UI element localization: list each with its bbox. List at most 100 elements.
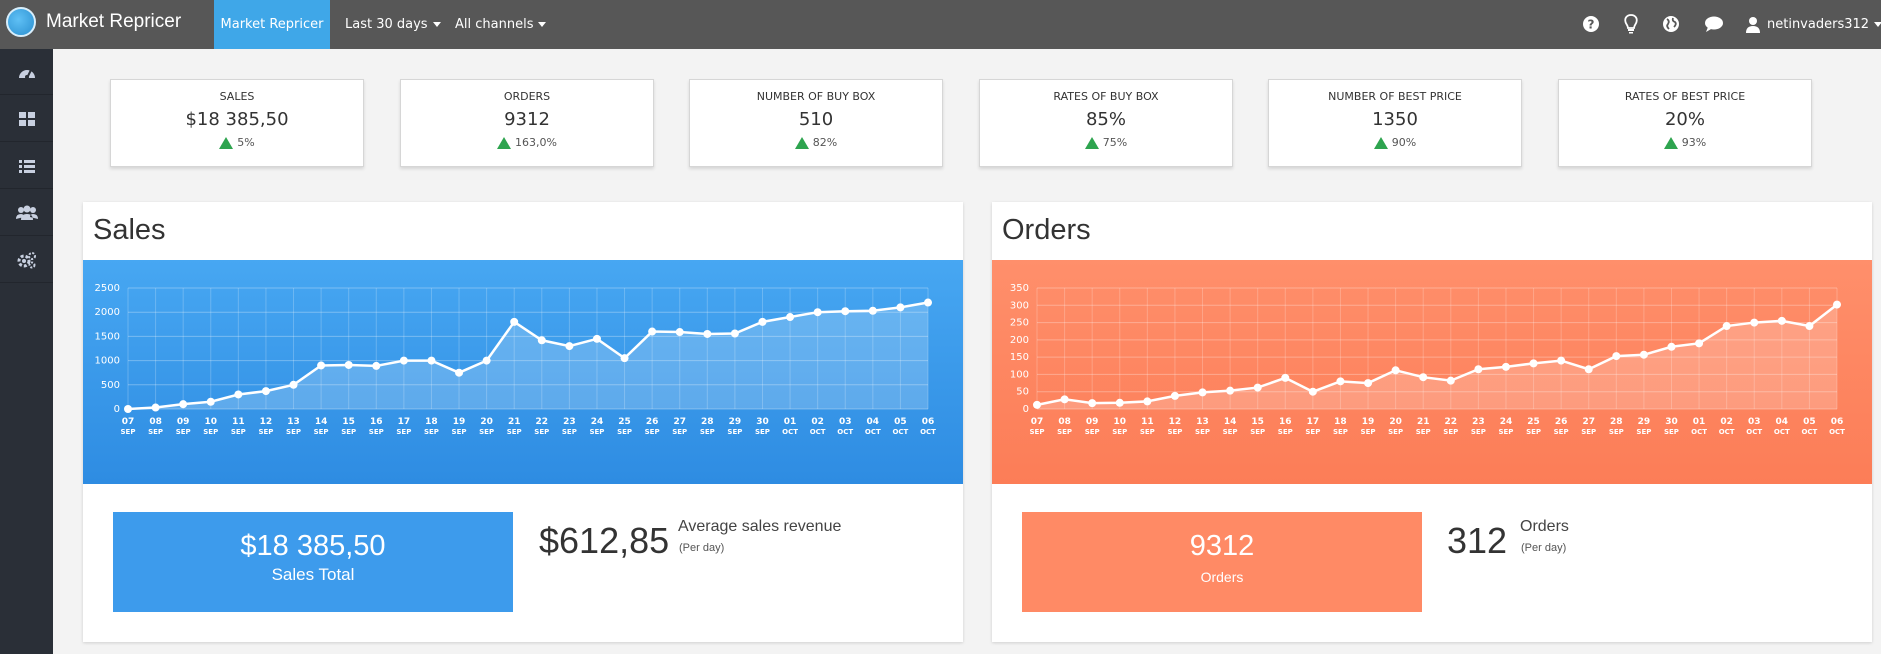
question-circle-icon[interactable]: ? <box>1580 13 1602 35</box>
x-tick-label: 23 <box>1472 417 1485 427</box>
x-tick-month: OCT <box>837 428 853 436</box>
x-tick-month: OCT <box>782 428 798 436</box>
kpi-change: 82% <box>690 136 942 149</box>
y-tick-label: 2500 <box>95 283 120 294</box>
kpi-change: 93% <box>1559 136 1811 149</box>
series-area <box>1037 304 1837 409</box>
sidebar-item-dashboard[interactable] <box>0 49 53 95</box>
x-tick-label: 28 <box>701 417 714 427</box>
x-tick-label: 20 <box>480 417 493 427</box>
kpi-rates-buy-box: RATES OF BUY BOX 85% 75% <box>979 79 1233 167</box>
data-point <box>289 380 298 389</box>
x-tick-month: SEP <box>1305 428 1320 436</box>
data-point <box>482 356 491 365</box>
sidebar-item-settings[interactable] <box>0 237 53 283</box>
period-dropdown[interactable]: Last 30 days <box>345 0 441 49</box>
panel-title: Orders <box>1002 214 1091 246</box>
data-point <box>1088 399 1097 408</box>
sidebar-item-grid[interactable] <box>0 96 53 142</box>
y-tick-label: 300 <box>1010 300 1029 311</box>
data-point <box>1170 391 1179 400</box>
x-tick-month: SEP <box>452 428 467 436</box>
brand[interactable]: Market Repricer <box>6 7 181 37</box>
x-tick-label: 13 <box>1196 417 1209 427</box>
x-tick-label: 16 <box>1279 417 1292 427</box>
y-tick-label: 150 <box>1010 352 1029 363</box>
orders-total-value: 9312 <box>1189 530 1255 562</box>
data-point <box>1833 300 1841 309</box>
x-tick-label: 28 <box>1610 417 1623 427</box>
data-point <box>1336 377 1345 386</box>
caret-down-icon <box>538 22 547 27</box>
x-tick-label: 17 <box>398 417 411 427</box>
arrow-up-icon <box>794 136 809 149</box>
x-tick-month: SEP <box>1609 428 1624 436</box>
x-tick-label: 20 <box>1389 417 1402 427</box>
x-tick-label: 10 <box>1113 417 1126 427</box>
lightbulb-icon[interactable] <box>1620 13 1642 35</box>
x-tick-month: SEP <box>1361 428 1376 436</box>
x-tick-month: SEP <box>1471 428 1486 436</box>
x-tick-month: SEP <box>479 428 494 436</box>
data-point <box>1805 322 1814 331</box>
kpi-label: NUMBER OF BEST PRICE <box>1328 90 1462 103</box>
data-point <box>234 390 243 399</box>
sales-total-box: $18 385,50 Sales Total <box>113 512 513 612</box>
x-tick-label: 22 <box>1445 417 1458 427</box>
x-tick-month: SEP <box>424 428 439 436</box>
x-tick-month: SEP <box>1388 428 1403 436</box>
x-tick-label: 01 <box>1693 417 1706 427</box>
data-point <box>924 298 932 307</box>
x-tick-month: SEP <box>369 428 384 436</box>
x-tick-label: 06 <box>1831 417 1844 427</box>
sidebar-item-list[interactable] <box>0 143 53 189</box>
x-tick-label: 24 <box>591 417 604 427</box>
x-tick-label: 29 <box>1638 417 1651 427</box>
kpi-change: 90% <box>1269 136 1521 149</box>
data-point <box>1033 400 1041 409</box>
data-point <box>317 361 326 370</box>
x-tick-month: OCT <box>920 428 936 436</box>
data-point <box>1143 397 1152 406</box>
channels-dropdown[interactable]: All channels <box>455 0 547 49</box>
x-tick-label: 27 <box>673 417 686 427</box>
arrow-up-icon <box>1373 136 1388 149</box>
x-tick-month: SEP <box>589 428 604 436</box>
x-tick-label: 05 <box>894 417 907 427</box>
x-tick-label: 25 <box>1527 417 1540 427</box>
user-icon <box>1746 16 1760 33</box>
globe-icon[interactable] <box>1660 13 1682 35</box>
user-menu[interactable]: netinvaders312 <box>1745 0 1881 49</box>
x-tick-month: OCT <box>1746 428 1762 436</box>
comment-icon[interactable] <box>1703 13 1725 35</box>
y-tick-label: 1500 <box>95 331 120 342</box>
data-point <box>1198 388 1207 397</box>
data-point <box>1446 376 1455 385</box>
y-tick-label: 0 <box>1023 404 1029 415</box>
data-point <box>1612 352 1621 361</box>
data-point <box>206 397 215 406</box>
sales-avg-label: Average sales revenue <box>678 518 842 535</box>
x-tick-label: 25 <box>618 417 631 427</box>
y-tick-label: 100 <box>1010 369 1029 380</box>
x-tick-label: 21 <box>508 417 521 427</box>
kpi-change: 75% <box>980 136 1232 149</box>
nav-item-market-repricer[interactable]: Market Repricer <box>214 0 330 49</box>
data-point <box>1060 395 1069 404</box>
x-tick-month: OCT <box>1829 428 1845 436</box>
orders-avg-label: Orders <box>1520 518 1569 535</box>
y-tick-label: 2000 <box>95 307 120 318</box>
sidebar-item-users[interactable] <box>0 190 53 236</box>
x-tick-month: SEP <box>1112 428 1127 436</box>
x-tick-month: OCT <box>810 428 826 436</box>
sales-total-label: Sales Total <box>271 565 355 584</box>
cogs-icon <box>17 251 36 268</box>
kpi-label: SALES <box>219 90 255 103</box>
svg-text:?: ? <box>1588 18 1595 32</box>
list-icon <box>18 159 35 173</box>
data-point <box>1419 373 1428 382</box>
y-tick-label: 200 <box>1010 335 1029 346</box>
x-tick-label: 22 <box>536 417 549 427</box>
series-line <box>127 301 929 411</box>
data-point <box>1777 316 1786 325</box>
